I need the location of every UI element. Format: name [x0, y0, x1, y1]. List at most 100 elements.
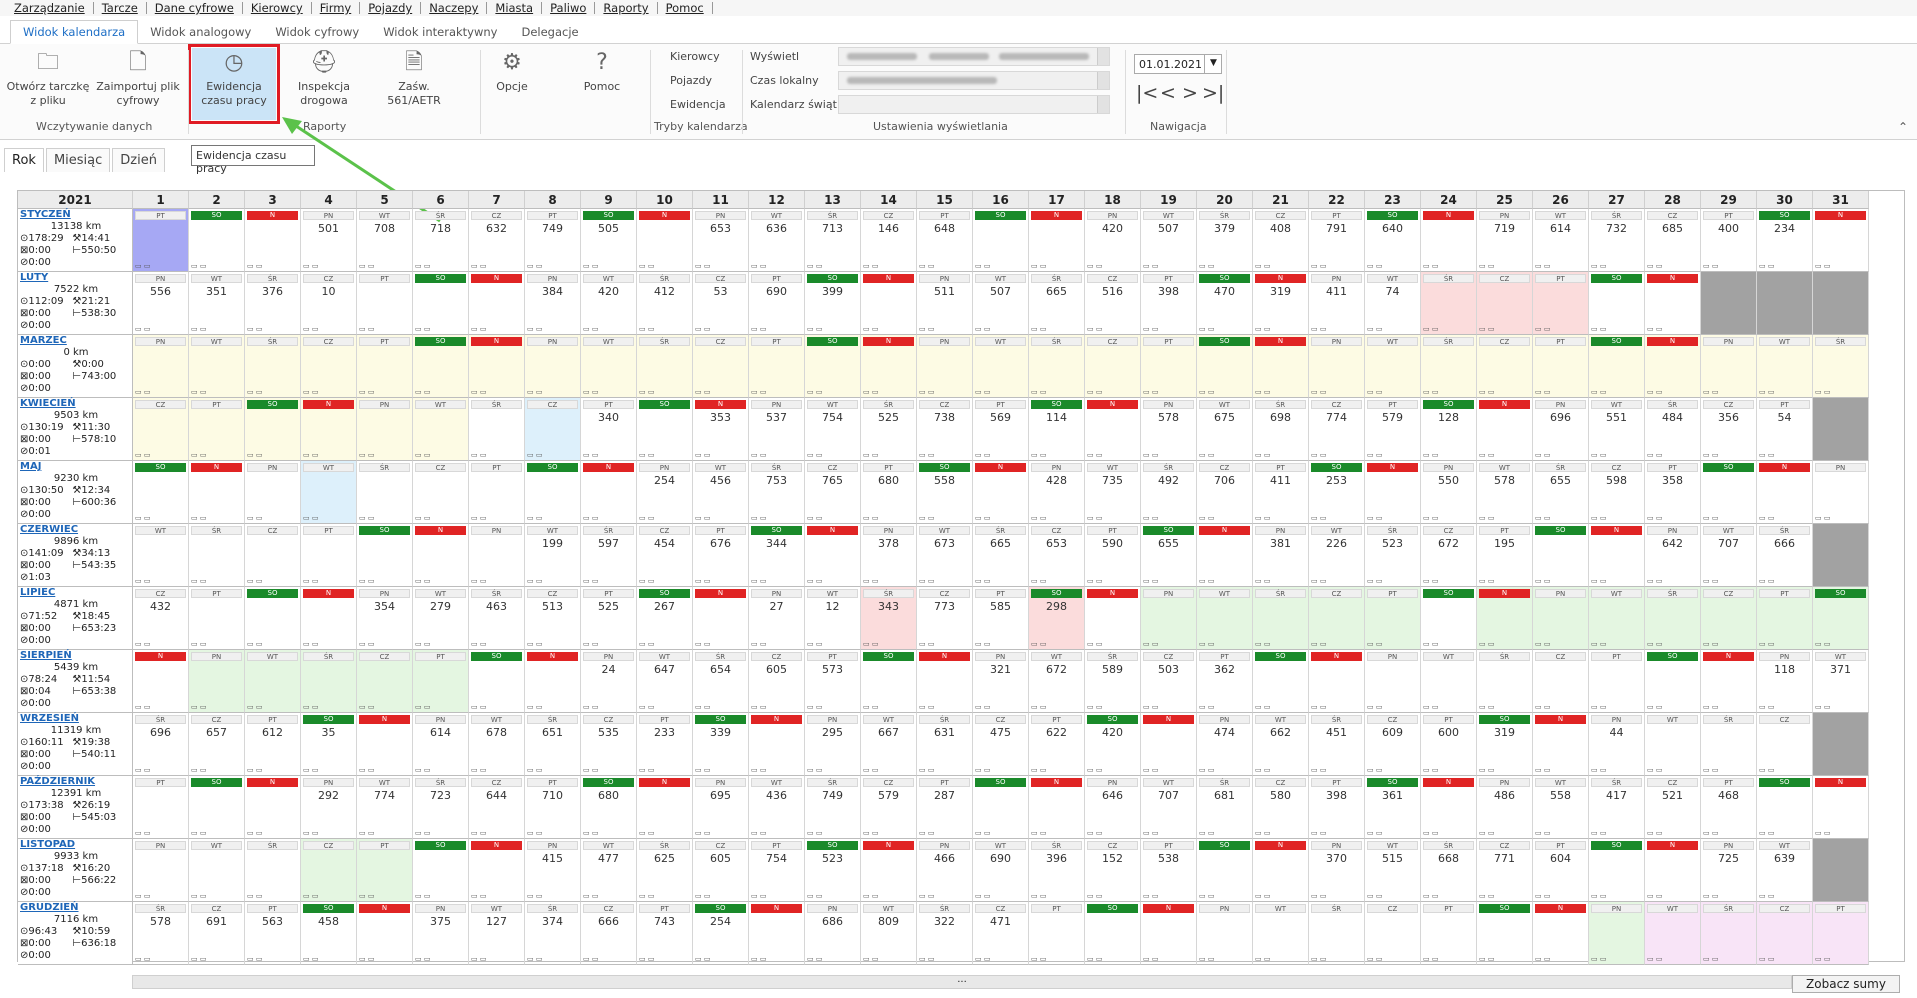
day-cell[interactable]: PN ▭ ▭ — [469, 524, 525, 587]
day-cell[interactable]: CZ 146 ▭ ▭ — [861, 209, 917, 272]
day-cell[interactable]: WT ▭ ▭ — [1645, 902, 1701, 965]
tab-period[interactable]: Miesiąc — [45, 148, 111, 172]
day-cell[interactable]: SO 399 ▭ ▭ — [805, 272, 861, 335]
day-cell[interactable]: CZ 706 ▭ ▭ — [1197, 461, 1253, 524]
day-cell[interactable]: PN ▭ ▭ — [1589, 902, 1645, 965]
day-cell[interactable]: SO 253 ▭ ▭ — [1309, 461, 1365, 524]
day-cell[interactable]: N ▭ ▭ — [1757, 461, 1813, 524]
ribbon-button[interactable]: 🗋 Zaimportuj plik cyfrowy — [96, 48, 180, 120]
day-cell[interactable]: PT 710 ▭ ▭ — [525, 776, 581, 839]
day-cell[interactable]: N ▭ ▭ — [1085, 398, 1141, 461]
day-cell[interactable]: N ▭ ▭ — [1421, 209, 1477, 272]
chevron-down-icon[interactable]: ▼ — [1204, 54, 1222, 74]
day-cell[interactable]: CZ ▭ ▭ — [357, 650, 413, 713]
day-cell[interactable]: ŚR ▭ ▭ — [469, 398, 525, 461]
day-cell[interactable]: SO ▭ ▭ — [469, 650, 525, 713]
day-cell[interactable]: ŚR ▭ ▭ — [1253, 587, 1309, 650]
day-cell[interactable]: PN 550 ▭ ▭ — [1421, 461, 1477, 524]
day-cell[interactable]: PT 358 ▭ ▭ — [1645, 461, 1701, 524]
display-show-select[interactable] — [838, 47, 1110, 66]
day-cell[interactable]: N ▭ ▭ — [805, 524, 861, 587]
day-cell[interactable]: CZ 471 ▭ ▭ — [973, 902, 1029, 965]
day-cell[interactable]: PT ▭ ▭ — [1589, 650, 1645, 713]
day-cell[interactable]: N ▭ ▭ — [1309, 650, 1365, 713]
day-cell[interactable]: SO ▭ ▭ — [1701, 461, 1757, 524]
display-localtime-select[interactable] — [838, 71, 1110, 90]
day-cell[interactable]: ŚR 376 ▭ ▭ — [245, 272, 301, 335]
day-cell[interactable]: PT 579 ▭ ▭ — [1365, 398, 1421, 461]
day-cell[interactable]: SO 319 ▭ ▭ — [1477, 713, 1533, 776]
day-cell[interactable]: N ▭ ▭ — [469, 335, 525, 398]
day-cell[interactable]: PT ▭ ▭ — [133, 209, 189, 272]
menu-item[interactable]: Dane cyfrowe — [147, 2, 243, 14]
day-cell[interactable]: CZ 657 ▭ ▭ — [189, 713, 245, 776]
day-cell[interactable]: ŚR 322 ▭ ▭ — [917, 902, 973, 965]
day-cell[interactable]: SO ▭ ▭ — [1421, 587, 1477, 650]
day-cell[interactable]: PT 54 ▭ ▭ — [1757, 398, 1813, 461]
day-cell[interactable]: SO 35 ▭ ▭ — [301, 713, 357, 776]
day-cell[interactable]: ŚR ▭ ▭ — [245, 839, 301, 902]
month-label[interactable]: LIPIEC 4871 km ⊙ 71:52 ⚒ 18:45 ⊠ 0:00 ⊢ 653:2… — [18, 587, 133, 650]
day-cell[interactable]: PN 511 ▭ ▭ — [917, 272, 973, 335]
day-cell[interactable]: PT 398 ▭ ▭ — [1141, 272, 1197, 335]
day-cell[interactable]: WT ▭ ▭ — [301, 461, 357, 524]
day-cell[interactable]: SO ▭ ▭ — [189, 209, 245, 272]
day-cell[interactable]: ŚR 753 ▭ ▭ — [749, 461, 805, 524]
day-cell[interactable]: PT 400 ▭ ▭ — [1701, 209, 1757, 272]
day-cell[interactable]: ŚR ▭ ▭ — [1645, 587, 1701, 650]
day-cell[interactable]: PN 474 ▭ ▭ — [1197, 713, 1253, 776]
day-cell[interactable]: WT ▭ ▭ — [189, 839, 245, 902]
day-cell[interactable]: CZ 765 ▭ ▭ — [805, 461, 861, 524]
day-cell[interactable]: PN 725 ▭ ▭ — [1701, 839, 1757, 902]
menu-item[interactable]: Naczepy — [421, 2, 488, 14]
day-cell[interactable]: SO ▭ ▭ — [861, 650, 917, 713]
day-cell[interactable]: N ▭ ▭ — [1533, 713, 1589, 776]
day-cell[interactable]: ŚR 696 ▭ ▭ — [133, 713, 189, 776]
day-cell[interactable]: CZ 454 ▭ ▭ — [637, 524, 693, 587]
day-cell[interactable]: N 353 ▭ ▭ — [693, 398, 749, 461]
month-label[interactable]: KWIECIEŃ 9503 km ⊙ 130:19 ⚒ 11:30 ⊠ 0:00 ⊢ 57… — [18, 398, 133, 461]
day-cell[interactable]: CZ ▭ ▭ — [1701, 587, 1757, 650]
day-cell[interactable]: PT ▭ ▭ — [301, 524, 357, 587]
day-cell[interactable]: SO ▭ ▭ — [1589, 272, 1645, 335]
day-cell[interactable]: SO 680 ▭ ▭ — [581, 776, 637, 839]
day-cell[interactable]: ŚR 492 ▭ ▭ — [1141, 461, 1197, 524]
day-cell[interactable]: N ▭ ▭ — [861, 272, 917, 335]
day-cell[interactable]: SO ▭ ▭ — [637, 398, 693, 461]
day-cell[interactable]: PN ▭ ▭ — [245, 461, 301, 524]
month-name[interactable]: KWIECIEŃ — [20, 398, 76, 409]
day-cell[interactable]: PT 538 ▭ ▭ — [1141, 839, 1197, 902]
day-cell[interactable]: N ▭ ▭ — [1029, 776, 1085, 839]
month-name[interactable]: MARZEC — [20, 335, 67, 346]
day-cell[interactable]: PT 590 ▭ ▭ — [1085, 524, 1141, 587]
day-cell[interactable]: WT 507 ▭ ▭ — [973, 272, 1029, 335]
day-cell[interactable]: CZ ▭ ▭ — [1757, 713, 1813, 776]
day-cell[interactable]: N ▭ ▭ — [1085, 587, 1141, 650]
day-cell[interactable]: WT ▭ ▭ — [581, 335, 637, 398]
day-cell[interactable]: SO ▭ ▭ — [133, 461, 189, 524]
day-cell[interactable]: ŚR 713 ▭ ▭ — [805, 209, 861, 272]
day-cell[interactable]: CZ 152 ▭ ▭ — [1085, 839, 1141, 902]
day-cell[interactable]: WT 675 ▭ ▭ — [1197, 398, 1253, 461]
day-cell[interactable]: WT 690 ▭ ▭ — [973, 839, 1029, 902]
day-cell[interactable]: PT ▭ ▭ — [357, 335, 413, 398]
day-cell[interactable]: ŚR ▭ ▭ — [1477, 650, 1533, 713]
day-cell[interactable]: SO ▭ ▭ — [1645, 650, 1701, 713]
day-cell[interactable]: WT ▭ ▭ — [189, 335, 245, 398]
day-cell[interactable]: SO ▭ ▭ — [973, 209, 1029, 272]
month-label[interactable]: SIERPIEŃ 5439 km ⊙ 78:24 ⚒ 11:54 ⊠ 0:04 ⊢ 653… — [18, 650, 133, 713]
day-cell[interactable]: ŚR 698 ▭ ▭ — [1253, 398, 1309, 461]
menu-item[interactable]: Pomoc — [658, 2, 713, 14]
day-cell[interactable]: PT 791 ▭ ▭ — [1309, 209, 1365, 272]
ribbon-button[interactable]: 🗀 Otwórz tarczkę z pliku — [6, 48, 90, 120]
menu-item[interactable]: Zarządzanie — [6, 2, 94, 14]
day-cell[interactable]: ŚR 484 ▭ ▭ — [1645, 398, 1701, 461]
day-cell[interactable]: WT 436 ▭ ▭ — [749, 776, 805, 839]
day-cell[interactable]: CZ ▭ ▭ — [1365, 902, 1421, 965]
day-cell[interactable]: PT 648 ▭ ▭ — [917, 209, 973, 272]
day-cell[interactable]: N ▭ ▭ — [1477, 398, 1533, 461]
month-name[interactable]: SIERPIEŃ — [20, 650, 72, 661]
day-cell[interactable]: PT 398 ▭ ▭ — [1309, 776, 1365, 839]
day-cell[interactable]: CZ ▭ ▭ — [1533, 650, 1589, 713]
day-cell[interactable]: N ▭ ▭ — [973, 461, 1029, 524]
